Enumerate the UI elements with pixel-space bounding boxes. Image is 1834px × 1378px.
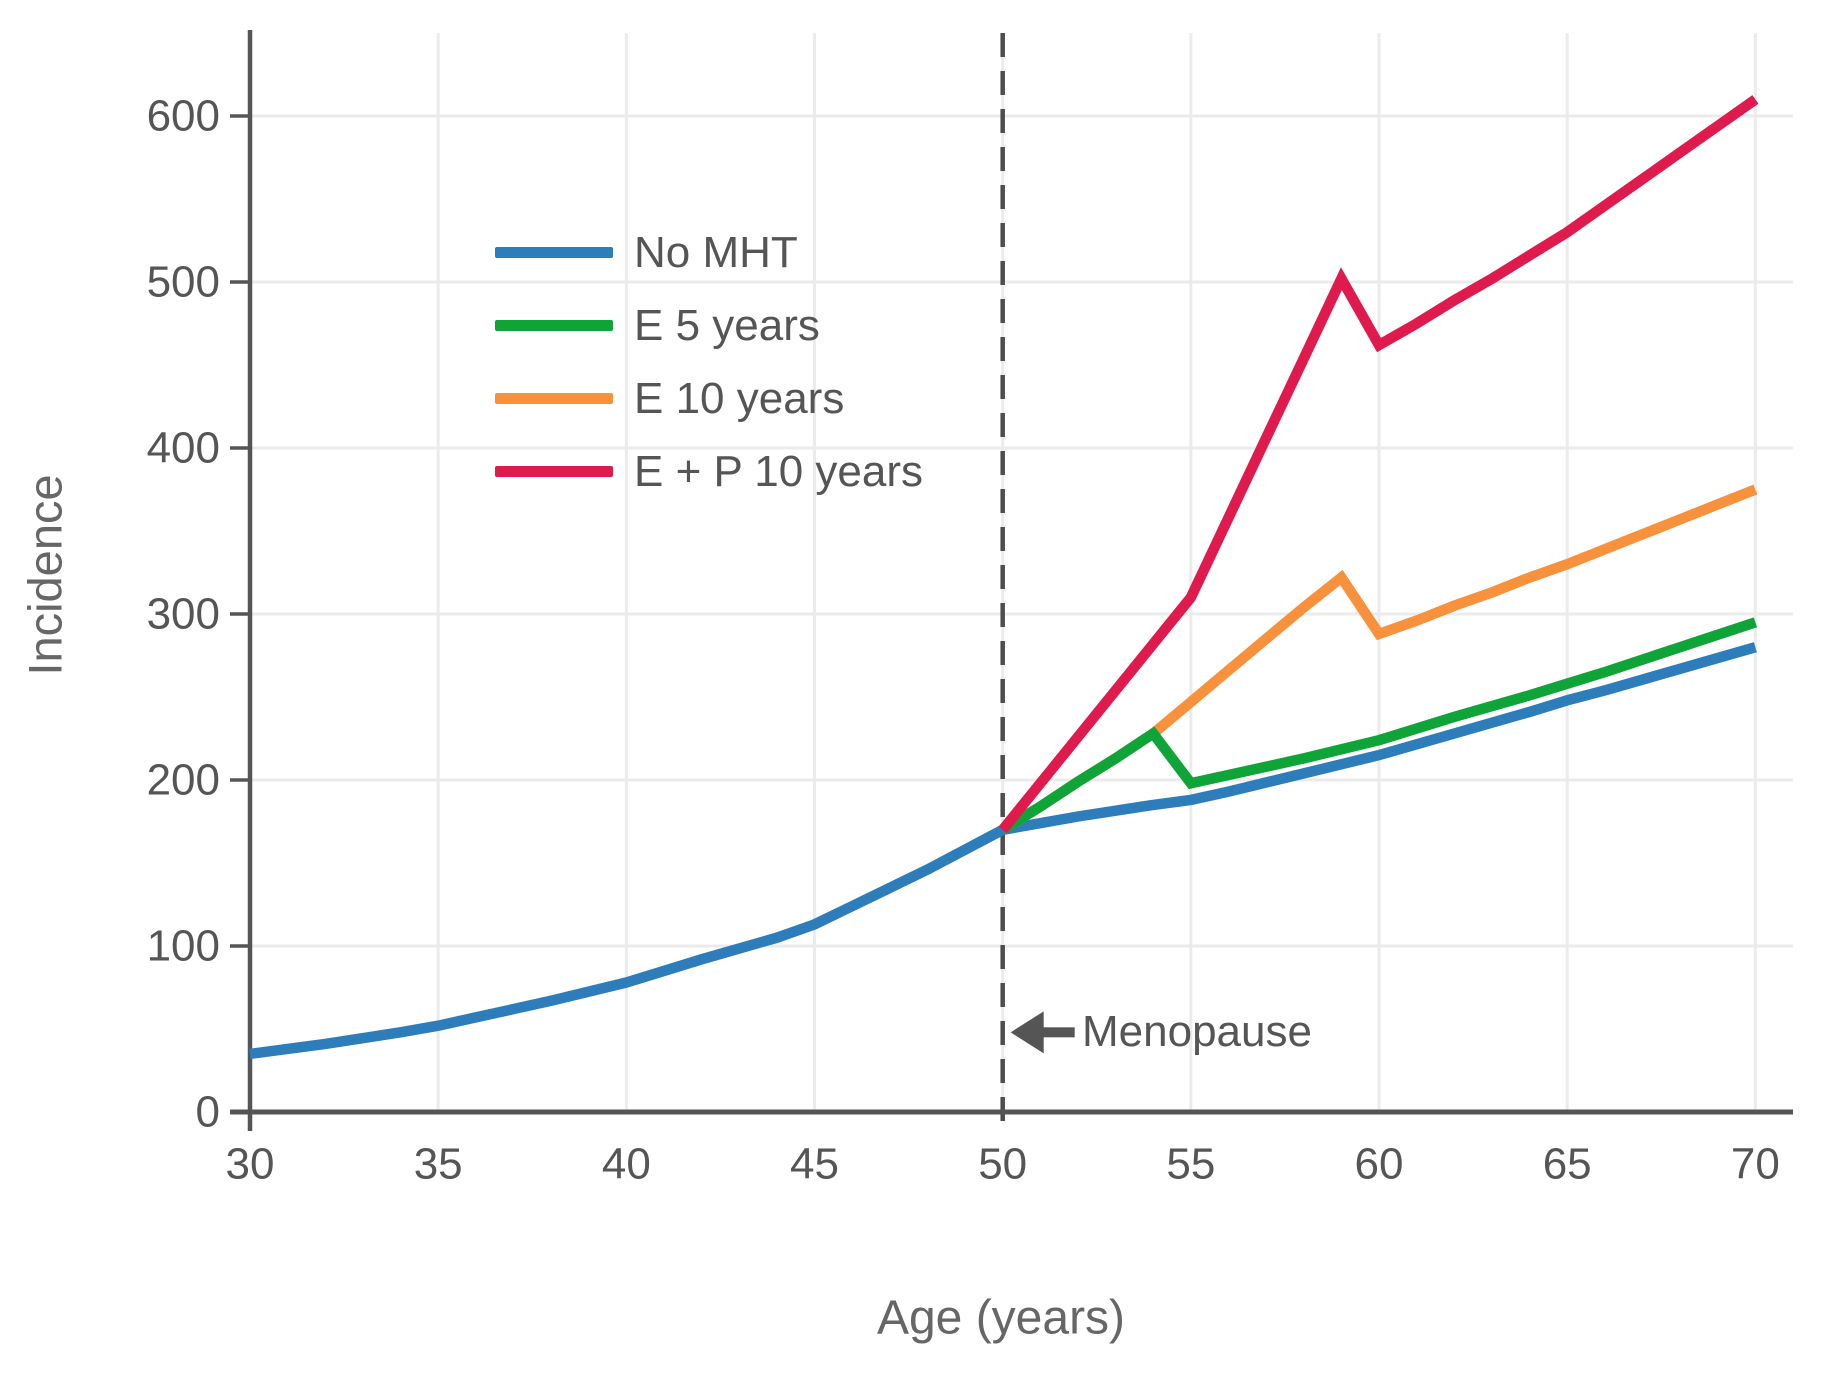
legend-swatch-e5	[495, 320, 613, 331]
svg-text:600: 600	[147, 92, 220, 141]
svg-text:100: 100	[147, 922, 220, 971]
svg-text:0: 0	[196, 1088, 220, 1137]
menopause-annotation-text: Menopause	[1082, 1007, 1312, 1056]
legend-item-no-mht: No MHT	[495, 216, 923, 289]
svg-text:400: 400	[147, 424, 220, 473]
gridlines	[250, 33, 1793, 1112]
legend-item-e10: E 10 years	[495, 362, 923, 435]
legend-swatch-ep10	[495, 466, 613, 477]
svg-text:60: 60	[1355, 1140, 1404, 1189]
svg-text:45: 45	[790, 1140, 839, 1189]
svg-text:300: 300	[147, 590, 220, 639]
svg-text:500: 500	[147, 258, 220, 307]
svg-text:200: 200	[147, 756, 220, 805]
svg-text:30: 30	[226, 1140, 275, 1189]
legend-item-ep10: E + P 10 years	[495, 435, 923, 508]
legend-label-no-mht: No MHT	[634, 227, 798, 277]
legend-swatch-e10	[495, 393, 613, 404]
y-axis-title: Incidence	[18, 474, 72, 676]
legend-label-ep10: E + P 10 years	[634, 446, 924, 496]
left-arrow-icon	[1010, 1011, 1075, 1054]
x-axis-title: Age (years)	[876, 1291, 1126, 1345]
legend-item-e5: E 5 years	[495, 289, 923, 362]
svg-text:35: 35	[414, 1140, 463, 1189]
svg-text:55: 55	[1166, 1140, 1215, 1189]
legend-label-e5: E 5 years	[634, 300, 820, 350]
data-series-lines	[249, 95, 1759, 1060]
legend-label-e10: E 10 years	[634, 373, 845, 423]
svg-text:65: 65	[1543, 1140, 1592, 1189]
axes-and-ticks	[230, 30, 1793, 1131]
svg-text:50: 50	[978, 1140, 1027, 1189]
legend: No MHT E 5 years E 10 years E + P 10 yea…	[495, 216, 923, 508]
tick-labels: 0 100 200 300 400 500 600 30 35 40 45 50 55 60 65 70	[147, 92, 1780, 1189]
svg-text:70: 70	[1731, 1140, 1780, 1189]
legend-swatch-no-mht	[495, 247, 613, 258]
svg-text:40: 40	[602, 1140, 651, 1189]
